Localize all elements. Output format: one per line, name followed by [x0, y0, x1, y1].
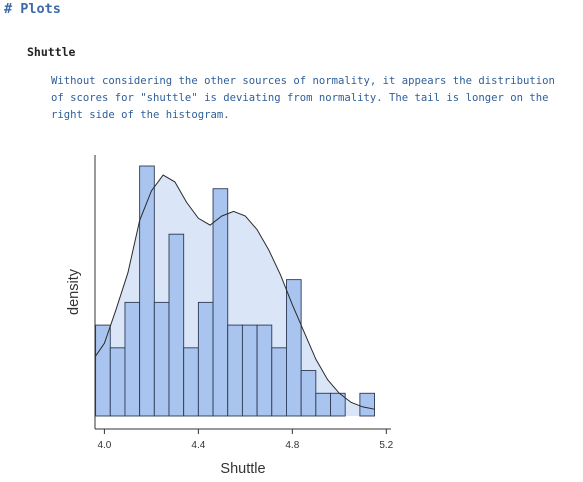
x-axis-label: Shuttle: [220, 461, 265, 477]
histogram-bar: [168, 233, 185, 417]
histogram-bar: [256, 324, 273, 417]
histogram-bar: [330, 392, 346, 417]
y-axis-label: density: [66, 268, 82, 315]
histogram-bar: [315, 392, 331, 417]
density-curve: [94, 174, 375, 410]
plots-heading: # Plots: [4, 1, 61, 17]
histogram-bar: [139, 165, 155, 417]
description-line: right side of the histogram.: [51, 109, 230, 121]
x-tick-label: 5.2: [379, 440, 393, 451]
description-line: of scores for "shuttle" is deviating fro…: [51, 92, 549, 104]
density-line-layer: [94, 174, 375, 410]
histogram-bar: [359, 392, 376, 417]
histogram-bar: [286, 279, 302, 417]
histogram-chart: 4.0 4.4 4.8 5.2 Shuttle density: [66, 155, 394, 477]
x-tick-label: 4.8: [285, 440, 299, 451]
section-description: Without considering the other sources of…: [51, 73, 581, 124]
histogram-bar: [227, 324, 243, 417]
histogram-bar: [95, 324, 111, 417]
histogram-bar: [109, 347, 126, 417]
bars-layer: [95, 165, 376, 417]
histogram-bar: [197, 301, 214, 417]
histogram-bar: [183, 347, 199, 417]
section-title: Shuttle: [27, 45, 76, 59]
histogram-bar: [124, 301, 141, 417]
description-line: Without considering the other sources of…: [51, 75, 555, 87]
histogram-bar: [241, 324, 258, 417]
x-ticks: 4.0 4.4 4.8 5.2: [97, 429, 394, 451]
x-tick-label: 4.4: [191, 440, 205, 451]
histogram-bar: [300, 370, 317, 417]
histogram-bar: [212, 188, 229, 417]
x-tick-label: 4.0: [97, 440, 111, 451]
histogram-bar: [153, 301, 170, 417]
histogram-bar: [271, 347, 287, 417]
